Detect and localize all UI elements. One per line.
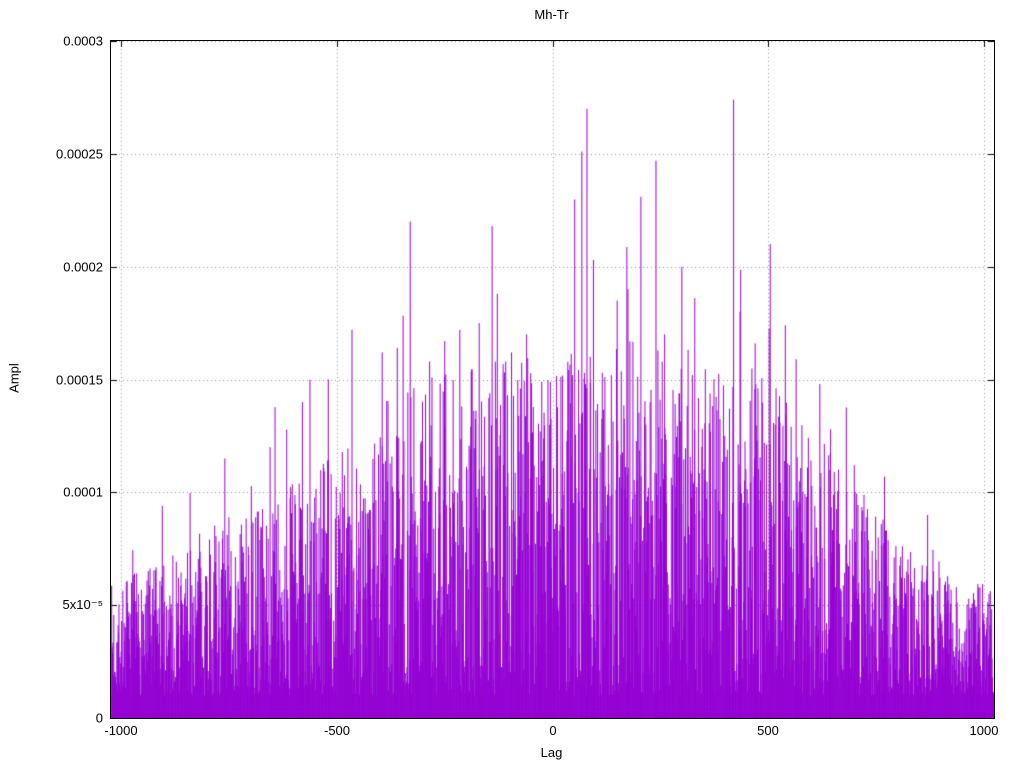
x-tick-label: -1000 (104, 723, 138, 738)
x-tick-label: 0 (549, 723, 557, 738)
x-tick-label: -500 (323, 723, 351, 738)
x-axis-label: Lag (540, 745, 563, 760)
x-tick-label: 500 (757, 723, 779, 738)
plot-area (110, 40, 995, 719)
x-tick-label: 1000 (969, 723, 999, 738)
y-tick-labels: 0 5x10⁻⁵ 0.0001 0.00015 0.0002 0.00025 0.0003 (0, 34, 103, 726)
y-tick-label: 0.00015 (56, 372, 103, 388)
y-tick-label: 0.0002 (63, 259, 103, 275)
plot-canvas (111, 41, 994, 718)
y-tick-label: 0 (95, 710, 103, 726)
y-tick-label: 0.00025 (56, 146, 103, 162)
y-tick-label: 0.0001 (63, 484, 103, 500)
y-tick-label: 5x10⁻⁵ (62, 597, 103, 612)
chart-title: Mh-Tr (534, 7, 569, 22)
x-tick-labels: -1000 -500 0 500 1000 (104, 723, 998, 741)
y-tick-label: 0.0003 (63, 33, 103, 49)
